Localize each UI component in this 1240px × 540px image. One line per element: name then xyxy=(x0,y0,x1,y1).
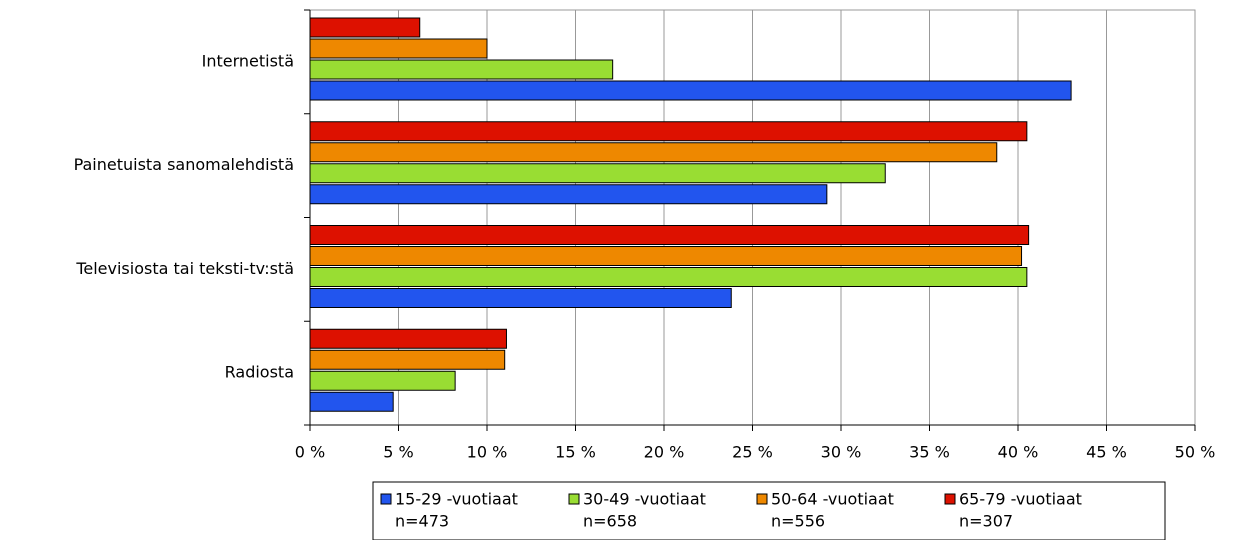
x-tick-label: 40 % xyxy=(998,443,1039,462)
bar xyxy=(309,17,421,38)
x-tick-label: 0 % xyxy=(295,443,325,462)
bar xyxy=(309,59,614,80)
legend-box xyxy=(372,481,1166,540)
bar xyxy=(309,370,456,391)
bar xyxy=(309,391,394,412)
bar xyxy=(309,121,1028,142)
x-tick-label: 50 % xyxy=(1175,443,1216,462)
bar xyxy=(309,267,1028,287)
bar xyxy=(309,225,1030,245)
bar xyxy=(309,246,1023,266)
bar xyxy=(309,38,488,59)
bar xyxy=(309,288,732,308)
legend-label: 65-79 -vuotiaat xyxy=(959,490,1082,509)
y-tick-label: Radiosta xyxy=(225,363,294,382)
y-tick-label: Painetuista sanomalehdistä xyxy=(74,155,294,174)
legend-swatch xyxy=(568,493,580,505)
bar xyxy=(309,184,828,205)
x-tick-label: 35 % xyxy=(909,443,950,462)
x-tick-label: 10 % xyxy=(467,443,508,462)
bar xyxy=(309,163,886,184)
legend-swatch xyxy=(756,493,768,505)
legend-label: 50-64 -vuotiaat xyxy=(771,490,894,509)
legend-swatch xyxy=(944,493,956,505)
y-tick-label: Televisiosta tai teksti-tv:stä xyxy=(75,259,294,278)
y-tick-label: Internetistä xyxy=(202,51,294,70)
bar xyxy=(309,328,507,349)
x-tick-label: 30 % xyxy=(821,443,862,462)
bar xyxy=(309,349,506,370)
x-tick-label: 45 % xyxy=(1086,443,1127,462)
x-tick-label: 15 % xyxy=(555,443,596,462)
legend-sample: n=473 xyxy=(395,512,449,531)
legend-sample: n=658 xyxy=(583,512,637,531)
legend-sample: n=556 xyxy=(771,512,825,531)
bar xyxy=(309,80,1072,101)
legend-sample: n=307 xyxy=(959,512,1013,531)
x-tick-label: 5 % xyxy=(383,443,413,462)
legend-swatch xyxy=(380,493,392,505)
legend-label: 30-49 -vuotiaat xyxy=(583,490,706,509)
x-tick-label: 20 % xyxy=(644,443,685,462)
x-tick-label: 25 % xyxy=(732,443,773,462)
legend-label: 15-29 -vuotiaat xyxy=(395,490,518,509)
bar xyxy=(309,142,998,163)
